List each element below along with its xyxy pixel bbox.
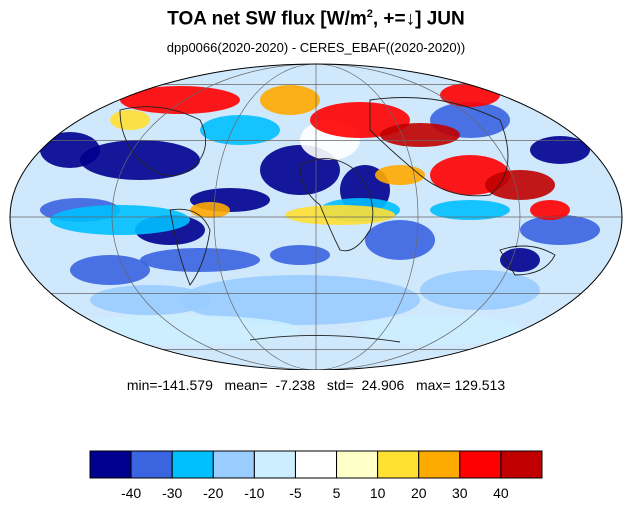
coastline (369, 97, 509, 197)
colorbar-tick-label: 10 (370, 485, 386, 501)
map-title: TOA net SW flux [W/m2, +=↓] JUN (167, 8, 465, 30)
colorbar-labels: -40 -30 -20 -10 -5 5 10 20 30 40 (121, 485, 509, 501)
meridian-line (315, 64, 419, 370)
colorbar-boxes (89, 450, 543, 479)
meridian-line (315, 64, 521, 370)
map-subtitle: dpp0066(2020-2020) - CERES_EBAF((2020-20… (166, 40, 466, 55)
colorbar-box (377, 450, 420, 479)
map-border (9, 63, 623, 370)
coastlines (119, 97, 556, 343)
colorbar-tick-label: 5 (333, 485, 341, 501)
flux-region (420, 270, 540, 310)
meridian-line (111, 64, 317, 370)
coastline (299, 158, 374, 252)
flux-region (380, 123, 460, 147)
colorbar-tick-label: -10 (244, 485, 264, 501)
colorbar-tick-label: 30 (452, 485, 468, 501)
flux-region (520, 215, 600, 245)
flux-region (200, 115, 280, 145)
flux-region (40, 132, 100, 168)
flux-region (530, 200, 570, 220)
flux-region (50, 205, 190, 235)
meridian-line (213, 64, 317, 370)
flux-region (180, 275, 420, 325)
colorbar-box (336, 450, 379, 479)
colorbar-tick-label: -30 (162, 485, 182, 501)
flux-region (140, 248, 260, 272)
coastline (499, 245, 556, 276)
colorbar-tick-label: 20 (411, 485, 427, 501)
colorbar-tick-label: 40 (493, 485, 509, 501)
flux-region (375, 165, 425, 185)
colorbar-box (130, 450, 173, 479)
flux-region (360, 315, 520, 345)
colorbar-box (212, 450, 255, 479)
flux-field (40, 83, 600, 345)
flux-region (430, 200, 510, 220)
flux-region (190, 202, 230, 218)
coastline (119, 106, 207, 177)
colorbar-box (171, 450, 214, 479)
colorbar-tick-label: -40 (121, 485, 141, 501)
flux-region (260, 85, 320, 115)
colorbar-box (89, 450, 132, 479)
colorbar-tick-label: -20 (203, 485, 223, 501)
colorbar-box (459, 450, 502, 479)
flux-region (310, 102, 410, 138)
colorbar-box (418, 450, 461, 479)
flux-region (285, 205, 395, 225)
colorbar-box (253, 450, 296, 479)
graticule (10, 64, 622, 370)
stats-line: min=-141.579 mean= -7.238 std= 24.906 ma… (126, 377, 506, 393)
coastline (169, 208, 211, 286)
coastline (249, 335, 401, 343)
colorbar-tick-label: -5 (289, 485, 302, 501)
flux-map (9, 63, 623, 370)
flux-region (70, 255, 150, 285)
flux-region (485, 170, 555, 200)
flux-region (90, 285, 210, 315)
colorbar-box (500, 450, 543, 479)
flux-region (270, 245, 330, 265)
colorbar-box (294, 450, 338, 479)
flux-region (530, 136, 590, 164)
